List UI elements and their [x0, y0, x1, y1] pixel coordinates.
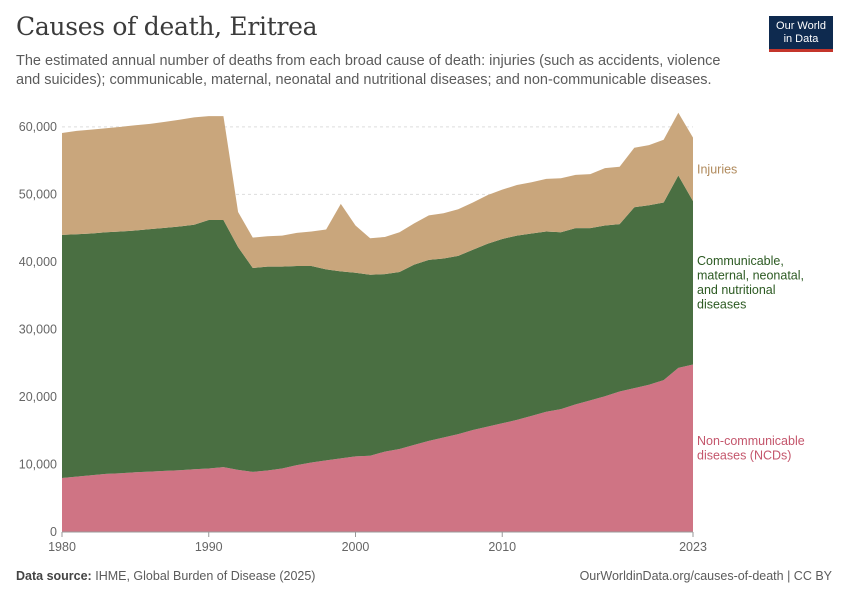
y-tick-label: 30,000: [19, 322, 57, 336]
series-label-line: maternal, neonatal,: [697, 269, 804, 283]
x-tick-label: 1980: [48, 540, 76, 554]
x-tick-label: 1990: [195, 540, 223, 554]
source-url[interactable]: OurWorldinData.org/causes-of-death | CC …: [579, 569, 832, 583]
data-source-text: IHME, Global Burden of Disease (2025): [95, 569, 316, 583]
series-label-3: Injuries: [697, 162, 737, 176]
area-series[interactable]: [62, 112, 693, 532]
series-label-line: Communicable,: [697, 254, 784, 268]
series-label-2: Communicable, maternal, neonatal, and nutr…: [697, 254, 804, 312]
stacked-area-chart[interactable]: 0 10,000 20,000 30,000 40,000 50,000 60,000 198…: [0, 0, 850, 560]
x-tick-label: 2023: [679, 540, 707, 554]
area-series-3[interactable]: [62, 112, 693, 275]
x-tick-label: 2010: [488, 540, 516, 554]
series-labels: Non-communicable diseases (NCDs) Communica…: [697, 162, 805, 462]
series-label-line: diseases (NCDs): [697, 449, 791, 463]
y-tick-label: 50,000: [19, 187, 57, 201]
chart-subtitle: The estimated annual number of deaths fr…: [16, 53, 721, 88]
y-tick-label: 10,000: [19, 457, 57, 471]
logo-line-2: in Data: [783, 33, 819, 45]
data-source: Data source: IHME, Global Burden of Dise…: [16, 569, 315, 583]
area-series-2[interactable]: [62, 175, 693, 478]
area-series-1[interactable]: [62, 364, 693, 532]
axes: 0 10,000 20,000 30,000 40,000 50,000 60,000 198…: [19, 120, 707, 554]
series-label-line: diseases: [697, 298, 746, 312]
y-tick-label: 60,000: [19, 120, 57, 134]
y-tick-label: 0: [50, 525, 57, 539]
owid-logo[interactable]: Our World in Data: [769, 16, 833, 52]
x-tick-label: 2000: [342, 540, 370, 554]
series-label-line: Non-communicable: [697, 434, 805, 448]
y-tick-label: 40,000: [19, 255, 57, 269]
logo-line-1: Our World: [776, 20, 826, 32]
series-label-1: Non-communicable diseases (NCDs): [697, 434, 805, 463]
chart-title: Causes of death, Eritrea: [16, 12, 318, 41]
series-label-line: Injuries: [697, 162, 737, 176]
y-tick-label: 20,000: [19, 390, 57, 404]
series-label-line: and nutritional: [697, 283, 776, 297]
data-source-label: Data source:: [16, 569, 92, 583]
